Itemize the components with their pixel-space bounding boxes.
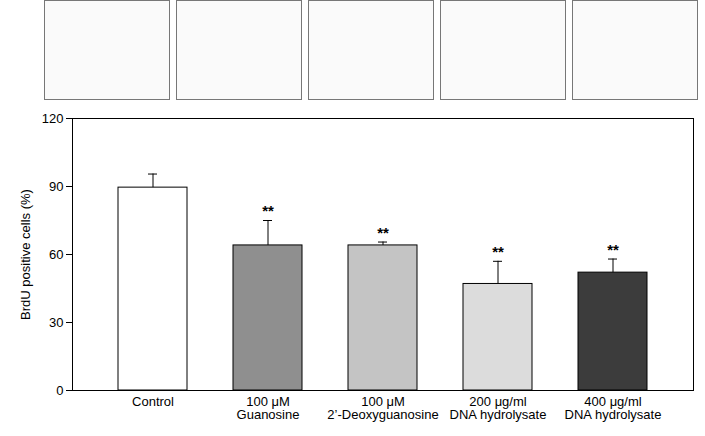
svg-text:60: 60 [49,247,63,262]
svg-text:200 μg/mlDNA hydrolysate: 200 μg/mlDNA hydrolysate [450,394,547,422]
svg-text:BrdU positive cells (%): BrdU positive cells (%) [18,189,33,320]
svg-text:30: 30 [49,315,63,330]
svg-text:**: ** [262,202,274,219]
svg-text:Control: Control [132,394,174,409]
svg-text:100 μM2’-Deoxyguanosine: 100 μM2’-Deoxyguanosine [327,394,438,422]
svg-text:120: 120 [42,111,64,126]
svg-text:**: ** [492,243,504,260]
svg-text:**: ** [377,224,389,241]
svg-text:90: 90 [49,179,63,194]
svg-text:**: ** [607,241,619,258]
svg-text:100 μMGuanosine: 100 μMGuanosine [237,394,300,422]
svg-text:400 μg/mlDNA hydrolysate: 400 μg/mlDNA hydrolysate [565,394,662,422]
svg-text:0: 0 [56,383,63,398]
